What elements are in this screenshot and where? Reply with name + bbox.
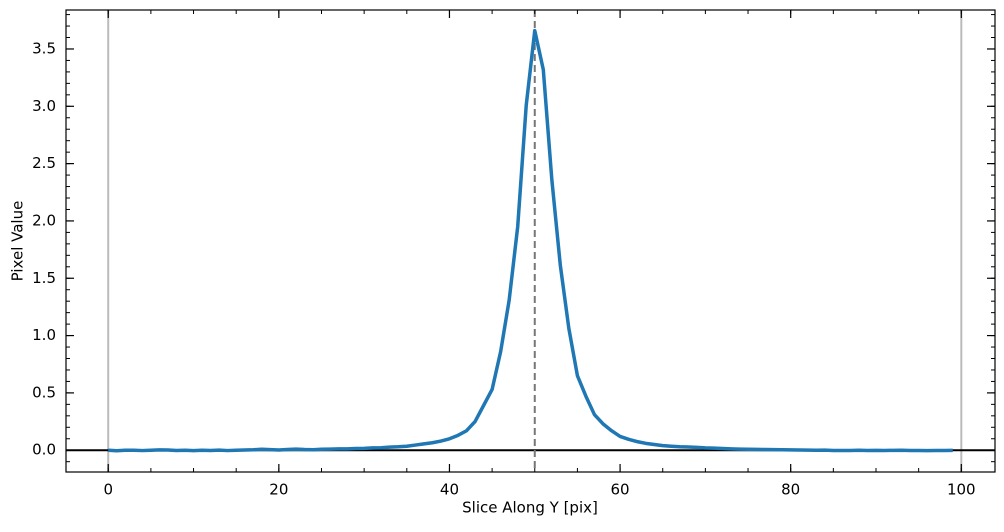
x-tick-label: 60	[611, 481, 630, 499]
x-tick-label: 80	[781, 481, 800, 499]
y-tick-label: 1.5	[32, 269, 56, 287]
x-tick-label: 20	[269, 481, 288, 499]
y-tick-label: 3.0	[32, 97, 56, 115]
y-tick-label: 2.0	[32, 211, 56, 229]
x-axis-label: Slice Along Y [pix]	[462, 499, 598, 517]
y-tick-label: 1.0	[32, 326, 56, 344]
y-tick-label: 3.5	[32, 39, 56, 57]
plot-frame	[65, 9, 996, 473]
x-tick-label: 0	[103, 481, 113, 499]
y-tick-label: 2.5	[32, 154, 56, 172]
y-tick-label: 0.5	[32, 383, 56, 401]
data-line	[108, 28, 953, 453]
y-axis-label: Pixel Value	[9, 201, 27, 282]
x-tick-label: 100	[947, 481, 976, 499]
y-tick-label: 0.0	[32, 441, 56, 459]
x-tick-label: 40	[440, 481, 459, 499]
